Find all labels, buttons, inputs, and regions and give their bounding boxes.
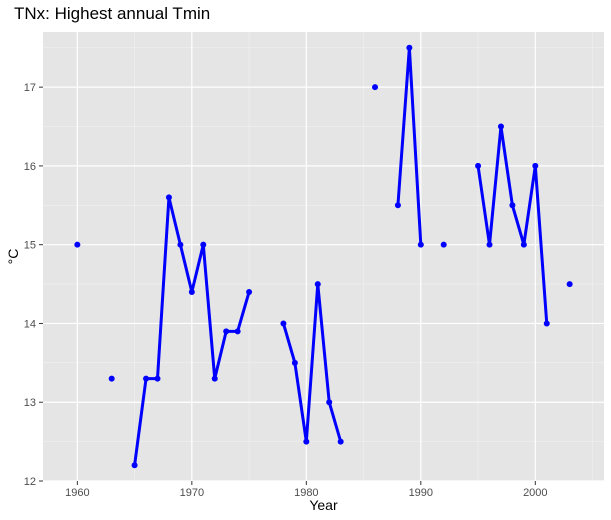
series-line-segment <box>281 282 343 444</box>
data-point <box>475 162 482 169</box>
data-point <box>165 194 172 201</box>
minor-gridlines <box>43 32 604 481</box>
data-point <box>188 288 195 295</box>
x-tick-label: 2000 <box>523 487 547 499</box>
data-point <box>543 320 550 327</box>
data-point <box>211 375 218 382</box>
data-point <box>131 462 138 469</box>
data-point <box>417 241 424 248</box>
plot-panel <box>43 32 604 481</box>
x-tick-label: 1970 <box>180 487 204 499</box>
data-point <box>394 202 401 209</box>
data-point <box>154 375 161 382</box>
x-tick-label: 1980 <box>294 487 318 499</box>
data-point <box>177 241 184 248</box>
y-tick-label: 13 <box>24 397 36 409</box>
y-axis-title: °C <box>5 249 21 265</box>
data-point <box>440 241 447 248</box>
data-point <box>291 359 298 366</box>
y-tick-label: 12 <box>24 476 36 488</box>
data-point <box>337 438 344 445</box>
x-tick-label: 1990 <box>409 487 433 499</box>
data-point <box>497 123 504 130</box>
data-point <box>566 281 573 288</box>
chart-title: TNx: Highest annual Tmin <box>14 4 211 23</box>
y-tick-label: 17 <box>24 82 36 94</box>
data-point <box>406 44 413 51</box>
data-point <box>108 375 115 382</box>
data-point <box>246 288 253 295</box>
data-point <box>532 162 539 169</box>
data-point <box>509 202 516 209</box>
y-tick-label: 15 <box>24 240 36 252</box>
data-point <box>326 399 333 406</box>
y-tick-label: 16 <box>24 161 36 173</box>
data-point <box>74 241 81 248</box>
x-axis-ticks: 1960 1970 1980 1990 2000 <box>65 481 548 499</box>
x-axis-title: Year <box>309 497 338 513</box>
data-point <box>223 328 230 335</box>
major-gridlines <box>43 32 604 482</box>
data-point <box>520 241 527 248</box>
data-point <box>372 84 379 91</box>
data-point <box>143 375 150 382</box>
data-point <box>234 328 241 335</box>
x-tick-label: 1960 <box>65 487 89 499</box>
data-point <box>200 241 207 248</box>
data-point <box>314 281 321 288</box>
data-point <box>486 241 493 248</box>
data-point <box>303 438 310 445</box>
data-point <box>280 320 287 327</box>
y-axis-ticks: 12 13 14 15 16 17 <box>24 82 43 488</box>
y-tick-label: 14 <box>24 318 36 330</box>
series-points <box>74 44 573 469</box>
